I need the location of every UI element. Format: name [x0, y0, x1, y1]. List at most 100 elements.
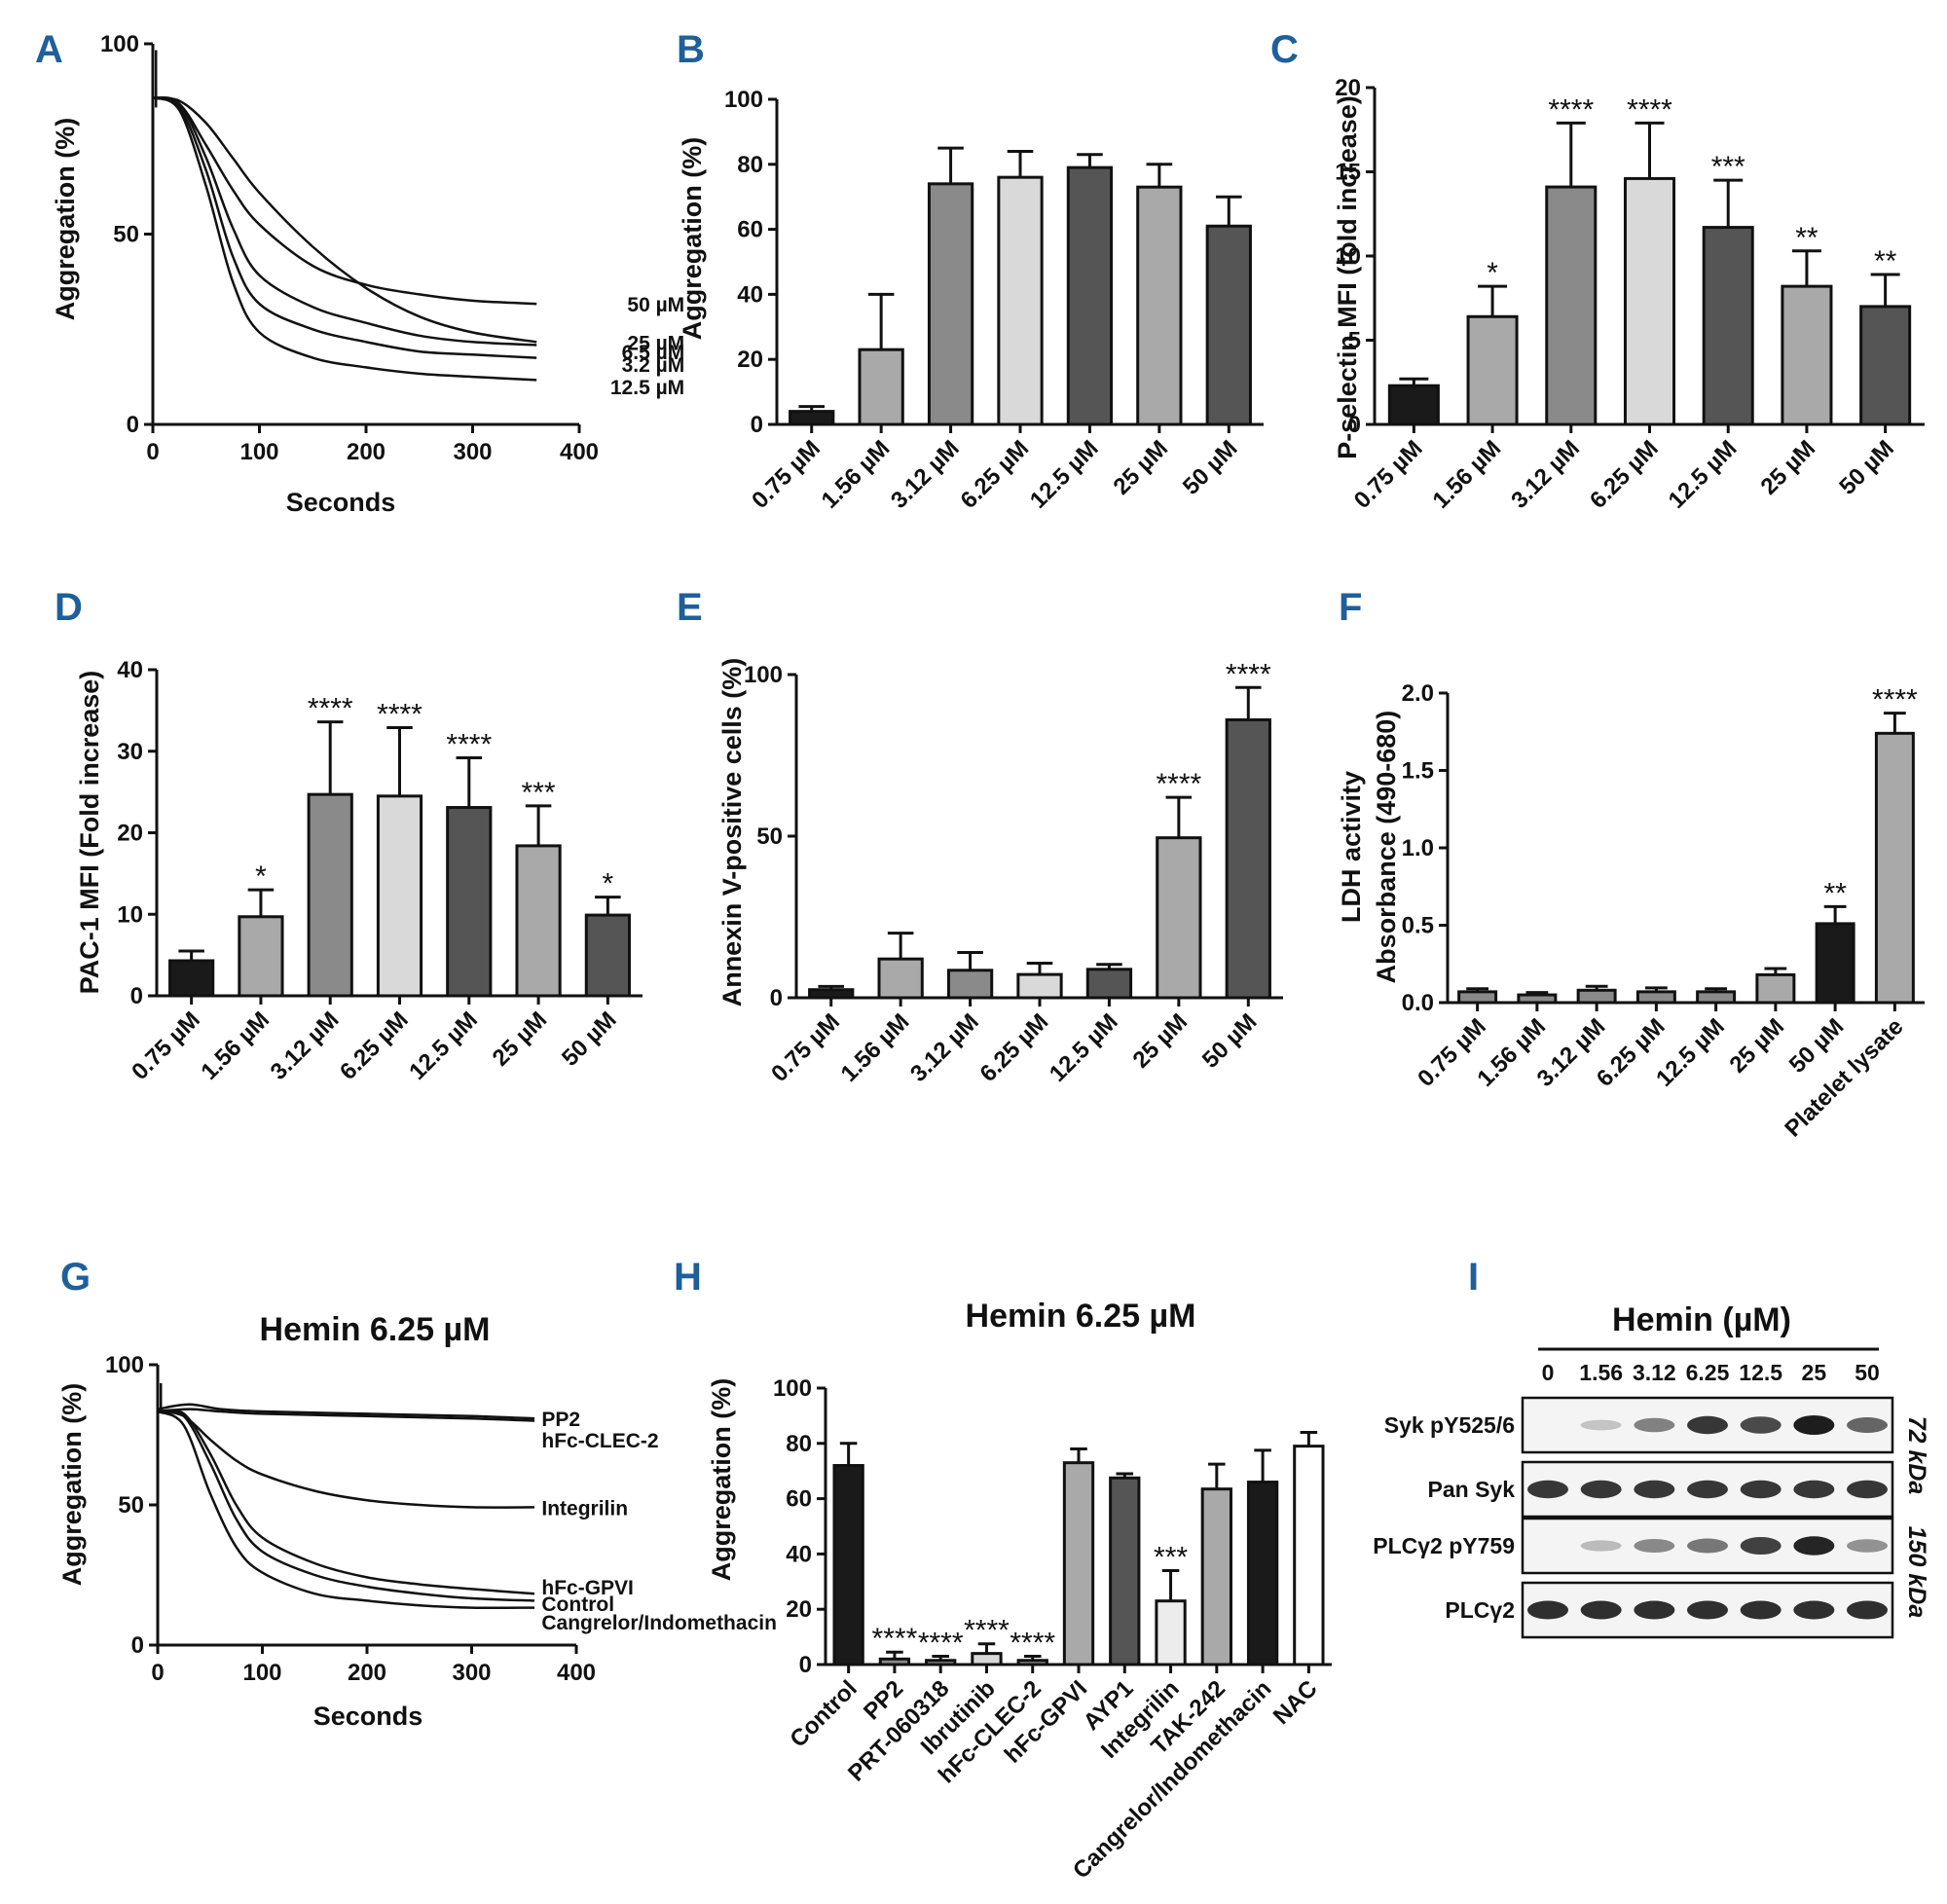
bar [1635, 990, 1676, 1005]
bar [168, 959, 215, 998]
bar [1246, 1481, 1279, 1666]
ylabel-b: Aggregation (%) [678, 137, 707, 341]
bar [1781, 284, 1833, 426]
x-tick-label: 12.5 µM [1664, 435, 1743, 514]
panel-label-e: E [677, 586, 703, 629]
y-tick-label: 0 [130, 983, 143, 1009]
bar [1755, 972, 1796, 1005]
y-tick-label: 50 [756, 824, 783, 850]
blot-lane-label: 1.56 [1579, 1360, 1623, 1385]
bar [1517, 993, 1558, 1005]
blot-band [1580, 1540, 1622, 1552]
bar [515, 844, 562, 998]
blot-lane-labels: 0 1.56 3.12 6.25 12.5 25 50 [1542, 1360, 1880, 1385]
bar [376, 794, 423, 998]
series-label: 25 µM [627, 332, 684, 354]
blot-band [1580, 1480, 1622, 1499]
significance-label: **** [1010, 1627, 1055, 1659]
series-line [152, 96, 537, 306]
y-tick-label: 60 [737, 217, 763, 243]
series-line [157, 1409, 535, 1595]
y-tick-label: 2.0 [1402, 680, 1434, 707]
significance-label: *** [1154, 1541, 1188, 1573]
series-line [157, 1403, 535, 1420]
x-tick-label: 25 µM [1756, 435, 1821, 500]
blot-band [1793, 1480, 1835, 1499]
bar [925, 1659, 957, 1666]
bar [1200, 1487, 1232, 1666]
x-tick-label: 200 [348, 1660, 386, 1686]
blot-band [1740, 1537, 1782, 1555]
significance-label: **** [918, 1627, 964, 1659]
series-line [152, 95, 537, 347]
y-tick-label: 0 [127, 412, 139, 438]
bar [446, 806, 493, 998]
blot-band [1740, 1480, 1782, 1499]
bar [1874, 731, 1915, 1005]
blot-band [1580, 1419, 1622, 1431]
significance-label: * [1487, 257, 1498, 289]
blot-band [1687, 1415, 1728, 1435]
y-tick-label: 40 [786, 1541, 812, 1567]
bar [238, 915, 284, 998]
significance-label: **** [1872, 684, 1918, 716]
y-tick-label: 0.5 [1402, 913, 1434, 939]
bar [1155, 1599, 1187, 1666]
blot-band [1793, 1415, 1835, 1435]
bar-chart-f: 0.00.51.01.52.00.75 µM1.56 µM3.12 µM6.25… [1402, 680, 1925, 1142]
blot-lane-label: 0 [1542, 1360, 1555, 1385]
bar [997, 175, 1044, 426]
bar [808, 988, 855, 1000]
series-line [152, 96, 537, 382]
y-tick-label: 40 [737, 281, 763, 308]
ylabel-d: PAC-1 MFI (Fold increase) [75, 671, 104, 995]
y-tick-label: 10 [117, 901, 143, 928]
bar [1815, 922, 1855, 1005]
bar [1576, 988, 1617, 1005]
y-tick-label: 20 [737, 347, 763, 373]
bar [858, 348, 904, 426]
bar [1225, 717, 1271, 1000]
bar [1109, 1476, 1141, 1666]
blot-row-label: Syk pY525/6 [1384, 1412, 1515, 1438]
y-tick-label: 10 [1335, 243, 1361, 270]
y-tick-label: 0 [131, 1632, 144, 1659]
blot-rows: Syk pY525/6 Pan Syk PLCγ2 pY759 PLCγ2 [1373, 1396, 1894, 1639]
significance-label: *** [522, 777, 556, 809]
blot-band [1793, 1536, 1835, 1556]
bar [1066, 165, 1114, 426]
mw-label-150: 150 kDa [1903, 1526, 1930, 1619]
significance-label: * [603, 868, 614, 900]
bar [1545, 185, 1598, 426]
y-tick-label: 0 [770, 985, 783, 1011]
series-line [152, 96, 537, 344]
x-tick-label: 6.25 µM [955, 435, 1034, 514]
y-tick-label: 80 [737, 152, 763, 178]
blot-band [1847, 1539, 1888, 1553]
y-tick-label: 20 [786, 1596, 812, 1623]
bar [307, 792, 353, 998]
panel-label-f: F [1339, 586, 1362, 629]
series-line [157, 1408, 535, 1422]
panel-label-c: C [1270, 28, 1299, 71]
ylabel-g: Aggregation (%) [57, 1383, 87, 1587]
y-tick-label: 50 [118, 1492, 144, 1519]
series-label: Cangrelor/Indomethacin [541, 1612, 777, 1634]
blot-lane-label: 25 [1802, 1360, 1827, 1385]
bar [927, 182, 974, 426]
blot-lane-label: 3.12 [1633, 1360, 1676, 1385]
x-tick-label: 6.25 µM [974, 1008, 1053, 1087]
significance-label: **** [1226, 658, 1271, 690]
ylabel-f-line1: LDH activity [1337, 771, 1366, 923]
blot-band [1580, 1600, 1622, 1620]
x-tick-label: 50 µM [1197, 1008, 1263, 1074]
x-tick-label: 0.75 µM [747, 435, 826, 514]
ylabel-c: P-selectin MFI (fold increase) [1333, 95, 1362, 459]
x-tick-label: 100 [239, 439, 278, 465]
x-tick-label: 3.12 µM [886, 435, 965, 514]
series-label: 3.2 µM [622, 354, 685, 377]
y-tick-label: 100 [744, 662, 783, 688]
blot-lane-label: 50 [1855, 1360, 1880, 1385]
